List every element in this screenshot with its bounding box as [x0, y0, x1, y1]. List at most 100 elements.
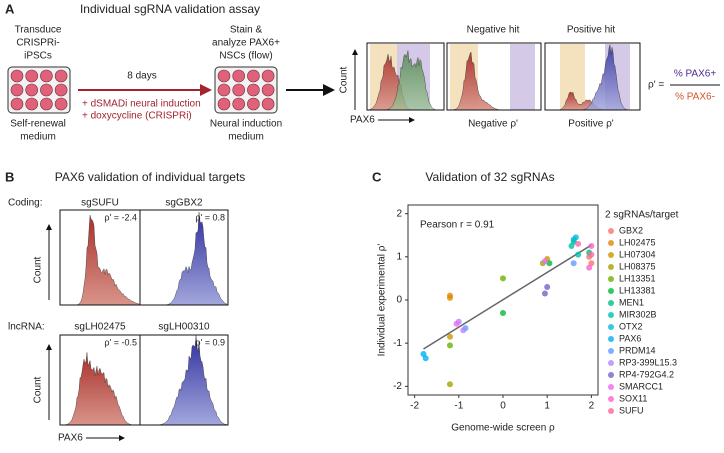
legend-label: PAX6 [619, 333, 641, 343]
target-name: sgLH02475 [74, 322, 126, 333]
legend-label: LH13351 [619, 273, 656, 283]
well [54, 69, 68, 83]
step-text: analyze PAX6+ [212, 38, 280, 49]
legend-swatch [608, 372, 614, 378]
legend-label: MEN1 [619, 297, 644, 307]
point [541, 258, 548, 265]
legend-swatch [608, 276, 614, 282]
hist-caption: Negative ρ' [468, 119, 518, 130]
well-plate [214, 66, 278, 114]
medium-text: medium [228, 132, 264, 143]
histograms: ρ' = -2.4 ρ' = 0.8 ρ' = -0.5 ρ' = 0.9 [59, 42, 641, 426]
well [217, 69, 231, 83]
treatment: + doxycycline (CRISPRi) [82, 111, 192, 122]
histogram [61, 352, 139, 426]
y-tick-label: 1 [396, 251, 402, 262]
scatter-chart: C Validation of 32 sgRNAs -2 -1 0 1 2 -2 -1 0 1 2 Ge… [372, 169, 679, 433]
panel-title: Individual sgRNA validation assay [80, 2, 260, 16]
medium-text: Self-renewal [10, 119, 66, 130]
legend-swatch [608, 288, 614, 294]
legend-swatch [608, 240, 614, 246]
point [453, 320, 460, 327]
well [10, 83, 24, 97]
plate [7, 66, 71, 114]
axis-label: PAX6 [58, 433, 83, 444]
formula: % PAX6- [675, 92, 715, 103]
rho-value: ρ' = -0.5 [104, 337, 137, 347]
x-tick-label: 0 [500, 401, 506, 412]
legend-label: LH08375 [619, 261, 656, 271]
y-axis-label: Individual experimental ρ' [377, 244, 388, 357]
axis-label: PAX6 [350, 115, 375, 126]
point [575, 251, 582, 258]
chart-title: Validation of 32 sgRNAs [425, 170, 554, 184]
well [261, 69, 275, 83]
legend-label: OTX2 [619, 321, 643, 331]
well [247, 69, 260, 83]
legend-label: SMARCC1 [619, 381, 663, 391]
point [446, 333, 453, 340]
point [446, 381, 453, 388]
well [40, 97, 53, 111]
plate [214, 66, 278, 114]
point [570, 260, 577, 267]
rho-value: ρ' = -2.4 [104, 212, 137, 222]
y-tick-label: 2 [396, 208, 402, 219]
hist-title: Positive hit [567, 25, 616, 36]
duration: 8 days [127, 71, 156, 82]
formula: % PAX6+ [674, 69, 716, 80]
legend-label: SUFU [619, 405, 644, 415]
well [10, 97, 24, 111]
axis-label: Count [33, 376, 44, 403]
histogram [61, 214, 140, 306]
point [572, 234, 579, 241]
well [261, 97, 275, 111]
step-text: Transduce [15, 25, 62, 36]
medium-text: Neural induction [210, 119, 282, 130]
well [217, 97, 231, 111]
well [25, 69, 39, 83]
well-plate [7, 66, 71, 114]
well [247, 83, 260, 97]
x-tick-label: -1 [454, 401, 463, 412]
legend-label: GBX2 [619, 225, 643, 235]
x-axis-label: Genome-wide screen ρ [451, 423, 555, 434]
axis-label: Count [33, 256, 44, 283]
well [232, 83, 245, 97]
legend-swatch [608, 252, 614, 258]
legend-swatch [608, 360, 614, 366]
step-text: CRISPRi- [16, 38, 59, 49]
point [500, 275, 506, 282]
point [446, 342, 453, 349]
well [247, 97, 260, 111]
panel-label: C [372, 169, 382, 184]
target-name: sgGBX2 [165, 198, 203, 209]
medium-text: medium [20, 132, 56, 143]
legend-label: MIR302B [619, 309, 657, 319]
well [232, 69, 245, 83]
panel-label: A [5, 1, 15, 16]
target-name: sgLH00310 [158, 322, 210, 333]
panel-label: B [5, 169, 14, 184]
x-tick-label: 2 [589, 401, 595, 412]
x-tick-label: -2 [410, 401, 419, 412]
rho-value: ρ' = 0.9 [195, 337, 225, 347]
legend-swatch [608, 312, 614, 318]
step-text: NSCs (flow) [219, 51, 272, 62]
legend-swatch [608, 396, 614, 402]
legend-label: SOX11 [619, 393, 647, 403]
point [460, 327, 467, 334]
well [261, 83, 275, 97]
legend-swatch [608, 408, 614, 414]
trend-line [423, 244, 592, 350]
legend-swatch [608, 384, 614, 390]
step-text: iPSCs [24, 51, 52, 62]
step-text: Stain & [230, 25, 263, 36]
point [588, 243, 595, 250]
point [586, 264, 593, 271]
axis-label: Count [339, 66, 350, 93]
well [10, 69, 24, 83]
x-tick-label: 1 [544, 401, 550, 412]
hist-title: Negative hit [467, 25, 520, 36]
